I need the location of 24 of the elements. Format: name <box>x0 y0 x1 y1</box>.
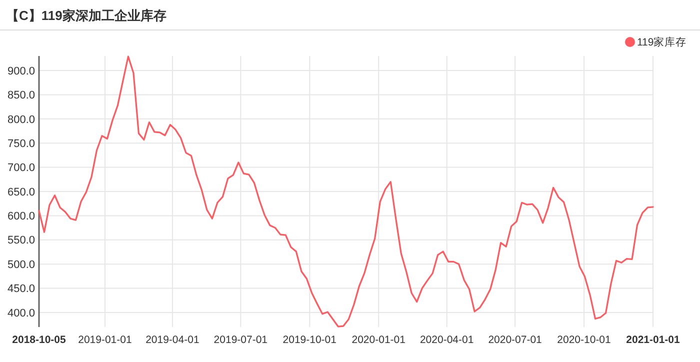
chart-title: 【C】119家深加工企业库存 <box>6 8 166 23</box>
x-tick-label: 2019-04-01 <box>146 334 200 346</box>
y-tick-label: 700.0 <box>7 162 35 174</box>
y-tick-label: 800.0 <box>7 114 35 126</box>
x-tick-label: 2020-10-01 <box>557 334 612 346</box>
y-tick-label: 450.0 <box>7 283 35 296</box>
x-tick-label: 2019-10-01 <box>282 334 337 346</box>
x-tick-label: 2019-07-01 <box>214 334 268 346</box>
x-tick-label: 2020-01-01 <box>352 334 406 346</box>
y-tick-label: 600.0 <box>7 210 35 223</box>
y-tick-label: 550.0 <box>7 234 35 247</box>
legend-label: 119家库存 <box>637 36 687 49</box>
y-tick-label: 400.0 <box>7 307 35 320</box>
y-tick-label: 650.0 <box>7 186 35 198</box>
y-tick-label: 900.0 <box>7 65 35 78</box>
x-tick-label: 2020-07-01 <box>488 334 542 346</box>
y-tick-label: 750.0 <box>7 138 35 150</box>
y-tick-label: 500.0 <box>7 258 35 271</box>
x-tick-label: 2021-01-01 <box>626 334 680 346</box>
x-tick-label: 2019-01-01 <box>78 334 132 346</box>
line-series <box>38 56 654 328</box>
x-tick-label: 2018-10-05 <box>12 334 66 346</box>
y-tick-label: 850.0 <box>7 90 35 102</box>
x-tick-label: 2020-04-01 <box>420 334 474 346</box>
